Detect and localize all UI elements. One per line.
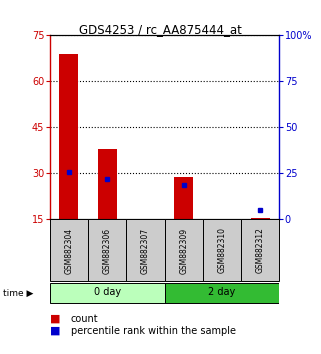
FancyBboxPatch shape [164, 282, 279, 303]
Text: time ▶: time ▶ [3, 289, 34, 297]
Text: GSM882310: GSM882310 [217, 228, 226, 273]
Text: GSM882312: GSM882312 [256, 228, 265, 273]
Text: 2 day: 2 day [208, 287, 236, 297]
Text: count: count [71, 314, 98, 324]
Text: ■: ■ [50, 314, 60, 324]
FancyBboxPatch shape [164, 219, 203, 281]
Text: ■: ■ [50, 326, 60, 336]
Bar [174, 177, 193, 219]
FancyBboxPatch shape [50, 219, 88, 281]
Text: GSM882309: GSM882309 [179, 227, 188, 274]
Text: GDS4253 / rc_AA875444_at: GDS4253 / rc_AA875444_at [79, 23, 242, 36]
FancyBboxPatch shape [126, 219, 164, 281]
Text: GSM882306: GSM882306 [103, 227, 112, 274]
Text: 0 day: 0 day [93, 287, 121, 297]
FancyBboxPatch shape [203, 219, 241, 281]
Bar [98, 149, 117, 219]
FancyBboxPatch shape [88, 219, 126, 281]
Bar [59, 54, 78, 219]
Bar [251, 218, 270, 219]
FancyBboxPatch shape [50, 282, 164, 303]
FancyBboxPatch shape [241, 219, 279, 281]
Text: GSM882307: GSM882307 [141, 227, 150, 274]
Text: percentile rank within the sample: percentile rank within the sample [71, 326, 236, 336]
Text: GSM882304: GSM882304 [65, 227, 74, 274]
